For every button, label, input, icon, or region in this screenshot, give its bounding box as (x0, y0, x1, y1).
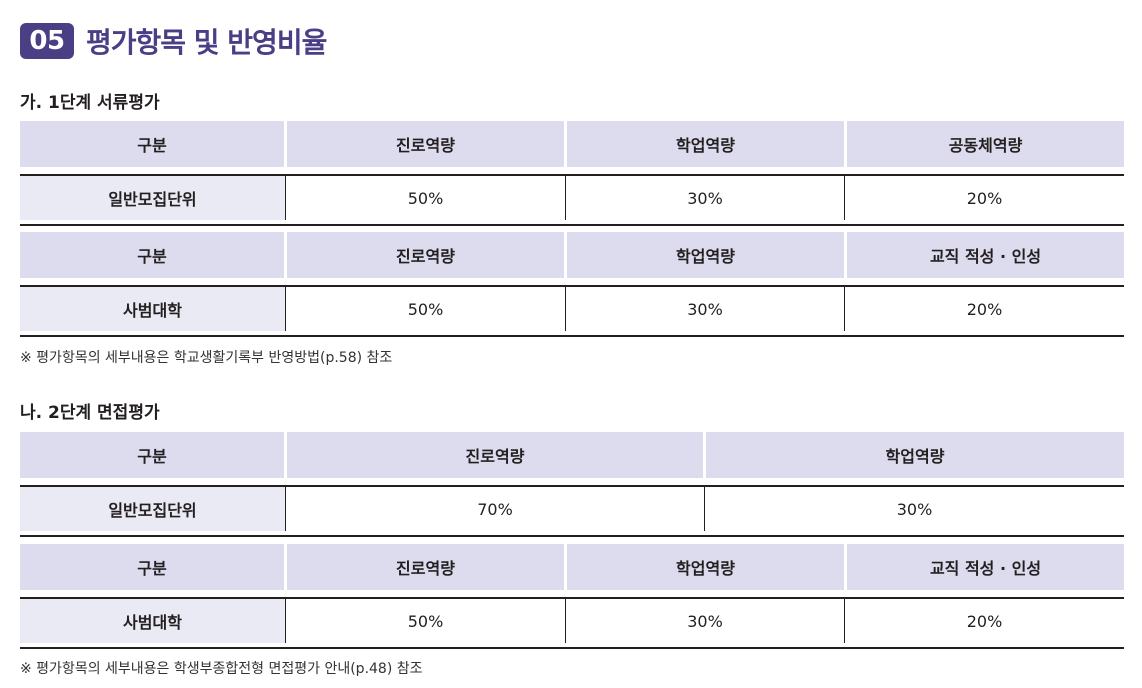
stage1-education-table: 구분 진로역량 학업역량 교직 적성 · 인성 사범대학 50% 30% 20% (20, 232, 1124, 337)
section-number-badge: 05 (20, 23, 74, 59)
stage2-general-table: 구분 진로역량 학업역량 일반모집단위 70% 30% (20, 432, 1124, 537)
value-academic: 30% (566, 287, 845, 331)
header-category: 구분 (20, 121, 284, 167)
value-career: 50% (286, 599, 566, 643)
value-community: 20% (966, 188, 1003, 208)
page-header: 05 평가항목 및 반영비율 (20, 22, 327, 60)
stage1-general-table: 구분 진로역량 학업역량 공동체역량 일반모집단위 50% 30% 20% (20, 121, 1124, 226)
header-career: 진로역량 (287, 544, 564, 590)
section-2-note: ※ 평가항목의 세부내용은 학생부종합전형 면접평가 안내(p.48) 참조 (20, 661, 423, 677)
header-category: 구분 (20, 544, 284, 590)
header-academic: 학업역량 (567, 121, 844, 167)
table-row: 일반모집단위 50% 30% 20% (20, 174, 1124, 226)
value-career: 70% (286, 487, 705, 531)
header-teaching: 교직 적성 · 인성 (847, 232, 1124, 278)
value-academic: 30% (566, 599, 845, 643)
header-career: 진로역량 (287, 121, 564, 167)
table-row: 사범대학 50% 30% 20% (20, 597, 1124, 649)
row-label: 사범대학 (20, 599, 286, 643)
value-academic: 30% (566, 176, 845, 220)
row-label: 일반모집단위 (20, 176, 286, 220)
section-1-title: 가. 1단계 서류평가 (20, 93, 160, 113)
stage2-education-table: 구분 진로역량 학업역량 교직 적성 · 인성 사범대학 50% 30% 20% (20, 544, 1124, 649)
value-teaching: 20% (966, 299, 1003, 319)
header-academic: 학업역량 (567, 544, 844, 590)
row-label: 일반모집단위 (20, 487, 286, 531)
header-category: 구분 (20, 432, 284, 478)
section-1-note: ※ 평가항목의 세부내용은 학교생활기록부 반영방법(p.58) 참조 (20, 350, 393, 366)
header-academic: 학업역량 (567, 232, 844, 278)
value-academic: 30% (896, 499, 933, 519)
table-header-row: 구분 진로역량 학업역량 (20, 432, 1124, 478)
row-label: 사범대학 (20, 287, 286, 331)
table-row: 사범대학 50% 30% 20% (20, 285, 1124, 337)
table-header-row: 구분 진로역량 학업역량 교직 적성 · 인성 (20, 232, 1124, 278)
table-row: 일반모집단위 70% 30% (20, 485, 1124, 537)
section-2-title: 나. 2단계 면접평가 (20, 403, 160, 423)
value-career: 50% (286, 176, 566, 220)
header-career: 진로역량 (287, 232, 564, 278)
header-teaching: 교직 적성 · 인성 (847, 544, 1124, 590)
header-academic: 학업역량 (706, 432, 1124, 478)
header-category: 구분 (20, 232, 284, 278)
header-community: 공동체역량 (847, 121, 1124, 167)
table-header-row: 구분 진로역량 학업역량 교직 적성 · 인성 (20, 544, 1124, 590)
value-career: 50% (286, 287, 566, 331)
header-career: 진로역량 (287, 432, 703, 478)
page-title: 평가항목 및 반영비율 (86, 26, 327, 59)
value-teaching: 20% (966, 611, 1003, 631)
table-header-row: 구분 진로역량 학업역량 공동체역량 (20, 121, 1124, 167)
